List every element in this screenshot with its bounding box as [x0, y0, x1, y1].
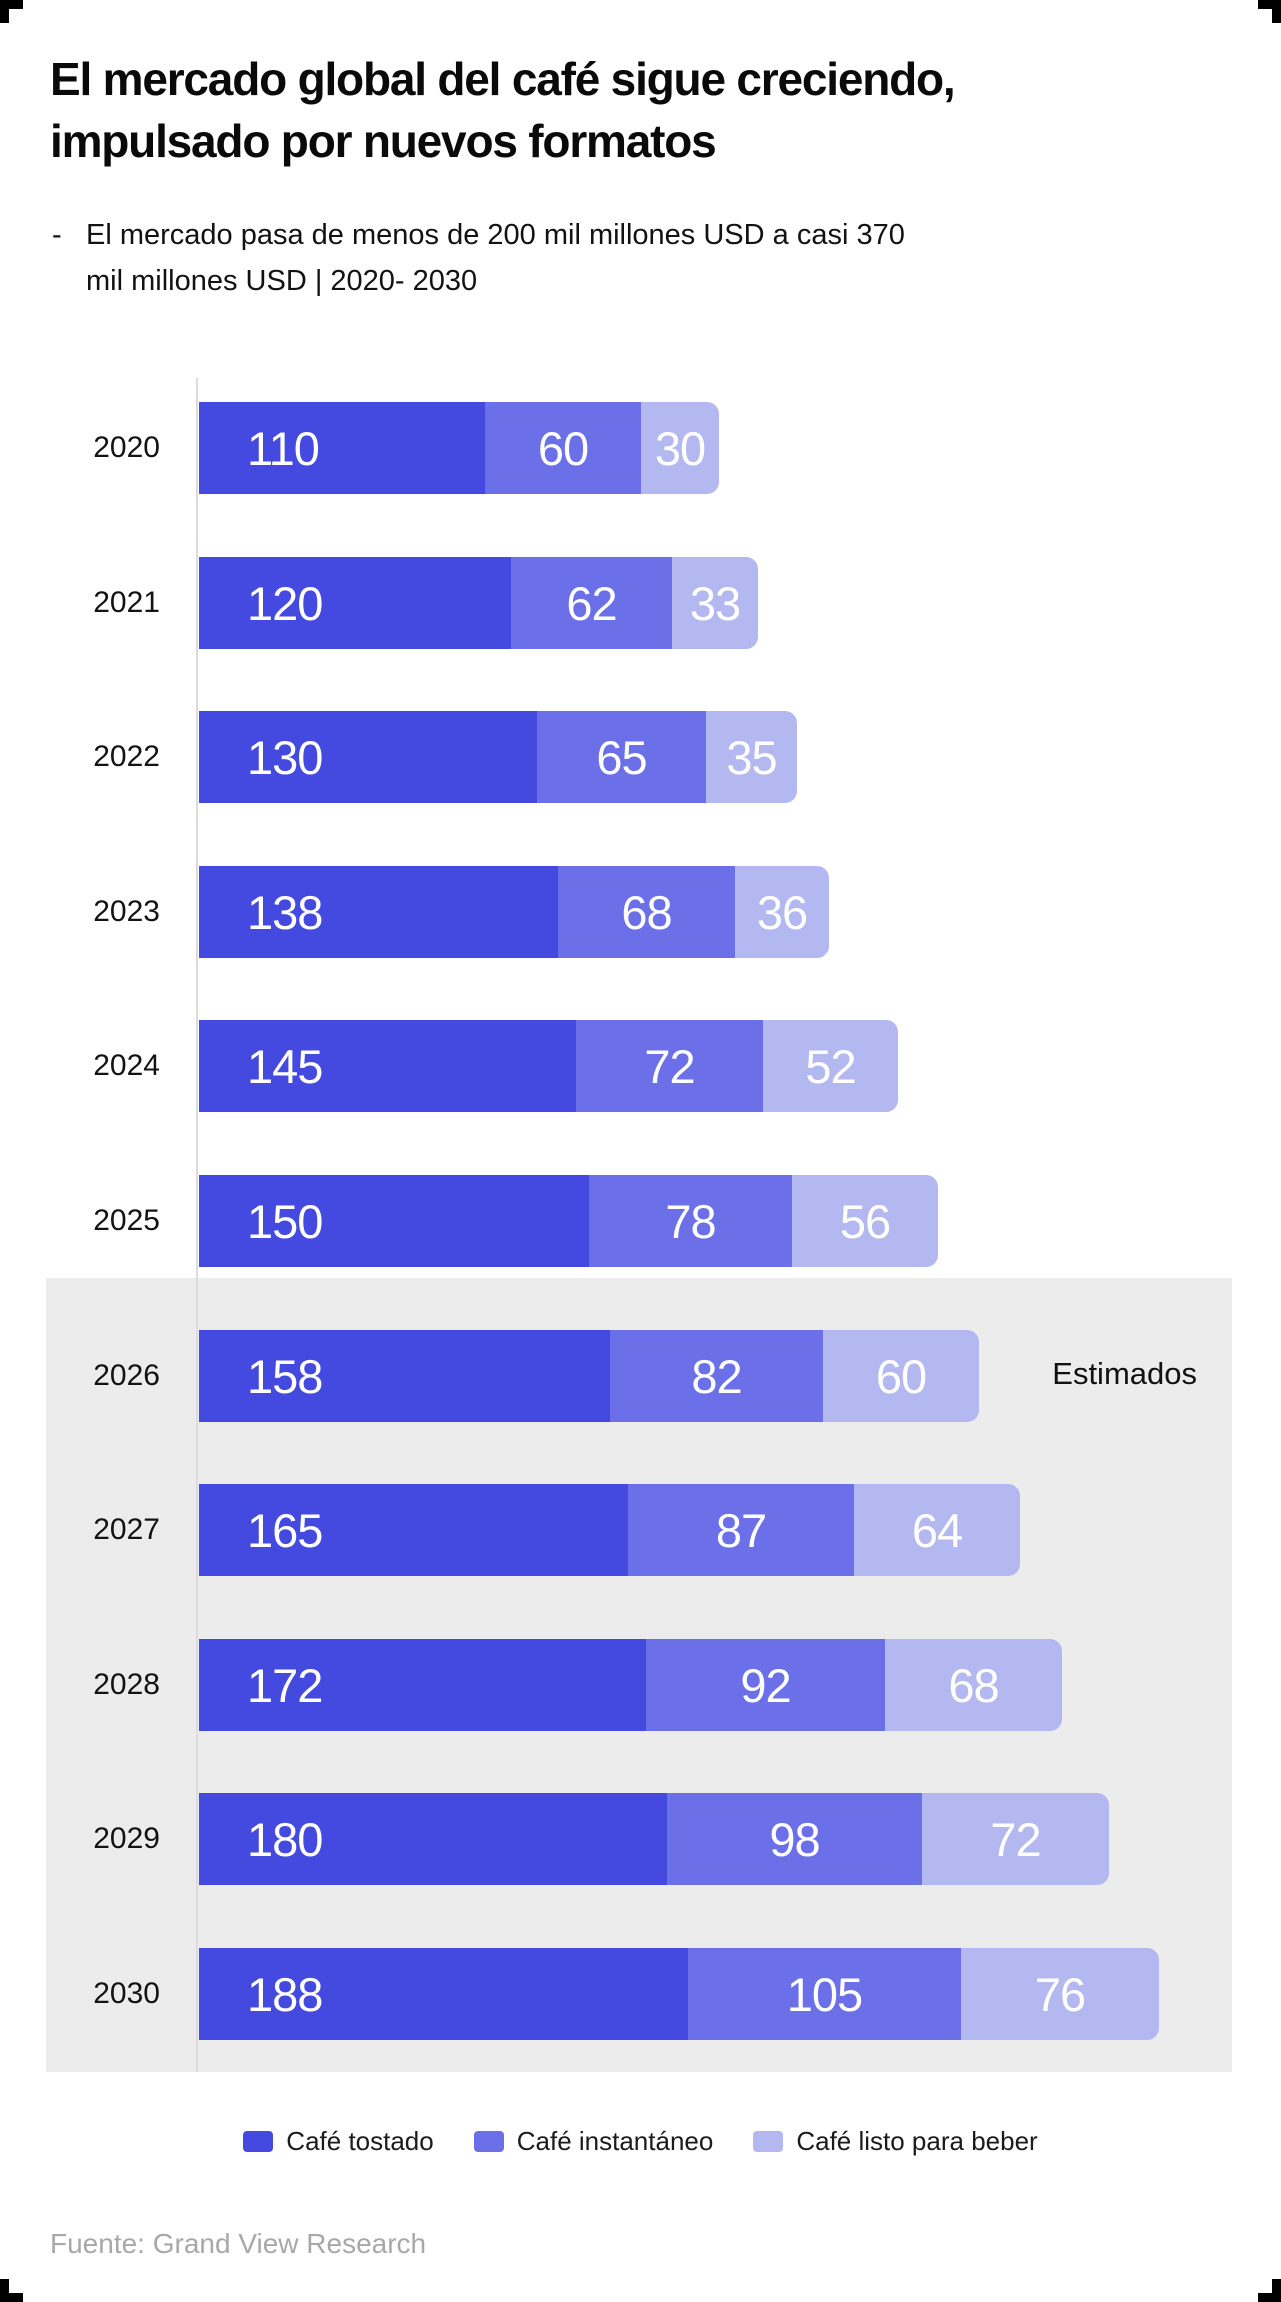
bar-segment-2029-2: 72: [922, 1793, 1109, 1885]
page-title-line2: impulsado por nuevos formatos: [50, 115, 717, 167]
chart-row-2026: 2026 158 82 60: [0, 1330, 1281, 1422]
subtitle: - El mercado pasa de menos de 200 mil mi…: [52, 212, 912, 304]
bar-segment-2022-1: 65: [537, 711, 706, 803]
bar-segment-2025-2: 56: [792, 1175, 938, 1267]
chart-row-2020: 2020 110 60 30: [0, 402, 1281, 494]
bar-2021: 120 62 33: [199, 557, 758, 649]
bar-segment-2029-1: 98: [667, 1793, 922, 1885]
bar-2024: 145 72 52: [199, 1020, 898, 1112]
chart-row-2025: 2025 150 78 56: [0, 1175, 1281, 1267]
subtitle-text: El mercado pasa de menos de 200 mil mill…: [86, 219, 905, 297]
bar-segment-2028-2: 68: [885, 1639, 1062, 1731]
bar-2026: 158 82 60: [199, 1330, 979, 1422]
bar-2023: 138 68 36: [199, 866, 829, 958]
chart-row-2022: 2022 130 65 35: [0, 711, 1281, 803]
bar-2020: 110 60 30: [199, 402, 719, 494]
y-axis-line: [196, 378, 198, 2072]
year-label-2020: 2020: [93, 431, 160, 464]
legend-item-0: Café tostado: [243, 2126, 434, 2157]
bar-segment-2021-1: 62: [511, 557, 672, 649]
bar-segment-2030-1: 105: [688, 1948, 961, 2040]
bar-segment-2026-2: 60: [823, 1330, 979, 1422]
source-note: Fuente: Grand View Research: [50, 2228, 427, 2259]
legend: Café tostado Café instantáneo Café listo p…: [0, 2126, 1281, 2157]
year-label-2028: 2028: [93, 1668, 160, 1701]
bar-segment-2030-0: 188: [199, 1948, 688, 2040]
chart-row-2023: 2023 138 68 36: [0, 866, 1281, 958]
crop-mark-bottom-left-icon: [0, 2279, 23, 2302]
legend-swatch-icon-2: [753, 2131, 784, 2152]
year-label-2023: 2023: [93, 895, 160, 928]
bar-segment-2029-0: 180: [199, 1793, 667, 1885]
year-label-2027: 2027: [93, 1513, 160, 1546]
bar-segment-2024-2: 52: [763, 1020, 898, 1112]
year-label-2024: 2024: [93, 1049, 160, 1082]
crop-mark-bottom-right-icon: [1258, 2279, 1281, 2302]
bar-segment-2027-2: 64: [854, 1484, 1020, 1576]
bar-segment-2025-0: 150: [199, 1175, 589, 1267]
bar-2027: 165 87 64: [199, 1484, 1020, 1576]
bar-2029: 180 98 72: [199, 1793, 1109, 1885]
chart-row-2030: 2030 188 105 76: [0, 1948, 1281, 2040]
chart-row-2021: 2021 120 62 33: [0, 557, 1281, 649]
bar-segment-2022-0: 130: [199, 711, 537, 803]
bar-segment-2022-2: 35: [706, 711, 797, 803]
bar-segment-2023-1: 68: [558, 866, 735, 958]
chart-row-2024: 2024 145 72 52: [0, 1020, 1281, 1112]
bar-segment-2027-1: 87: [628, 1484, 854, 1576]
estimate-label: Estimados: [1052, 1356, 1197, 1391]
subtitle-bullet-dash: -: [52, 219, 62, 251]
page-title-line1: El mercado global del café sigue crecien…: [50, 53, 956, 105]
legend-item-2: Café listo para beber: [753, 2126, 1038, 2157]
legend-label-0: Café tostado: [286, 2126, 434, 2156]
year-label-2026: 2026: [93, 1359, 160, 1392]
chart-row-2027: 2027 165 87 64: [0, 1484, 1281, 1576]
bar-segment-2026-1: 82: [610, 1330, 823, 1422]
year-label-2021: 2021: [93, 586, 160, 619]
bar-segment-2024-0: 145: [199, 1020, 576, 1112]
bar-segment-2023-0: 138: [199, 866, 558, 958]
bar-segment-2020-2: 30: [641, 402, 719, 494]
bar-segment-2024-1: 72: [576, 1020, 763, 1112]
bar-segment-2023-2: 36: [735, 866, 829, 958]
legend-swatch-icon-1: [473, 2131, 504, 2152]
year-label-2029: 2029: [93, 1822, 160, 1855]
bar-segment-2020-1: 60: [485, 402, 641, 494]
bar-segment-2028-1: 92: [646, 1639, 885, 1731]
bar-segment-2028-0: 172: [199, 1639, 646, 1731]
bar-segment-2021-2: 33: [672, 557, 758, 649]
bar-segment-2020-0: 110: [199, 402, 485, 494]
bar-2028: 172 92 68: [199, 1639, 1062, 1731]
bar-segment-2025-1: 78: [589, 1175, 792, 1267]
chart-row-2028: 2028 172 92 68: [0, 1639, 1281, 1731]
year-label-2025: 2025: [93, 1204, 160, 1237]
bar-segment-2021-0: 120: [199, 557, 511, 649]
bar-segment-2030-2: 76: [961, 1948, 1159, 2040]
page-title: El mercado global del café sigue crecien…: [50, 48, 1210, 172]
bar-2025: 150 78 56: [199, 1175, 938, 1267]
bar-2030: 188 105 76: [199, 1948, 1159, 2040]
crop-mark-top-right-icon: [1258, 0, 1281, 23]
bar-2022: 130 65 35: [199, 711, 797, 803]
bar-segment-2026-0: 158: [199, 1330, 610, 1422]
legend-label-2: Café listo para beber: [796, 2126, 1038, 2156]
legend-label-1: Café instantáneo: [516, 2126, 714, 2156]
crop-mark-top-left-icon: [0, 0, 23, 23]
bar-segment-2027-0: 165: [199, 1484, 628, 1576]
year-label-2022: 2022: [93, 740, 160, 773]
legend-item-1: Café instantáneo: [473, 2126, 714, 2157]
legend-swatch-icon-0: [243, 2131, 274, 2152]
chart-row-2029: 2029 180 98 72: [0, 1793, 1281, 1885]
year-label-2030: 2030: [93, 1977, 160, 2010]
